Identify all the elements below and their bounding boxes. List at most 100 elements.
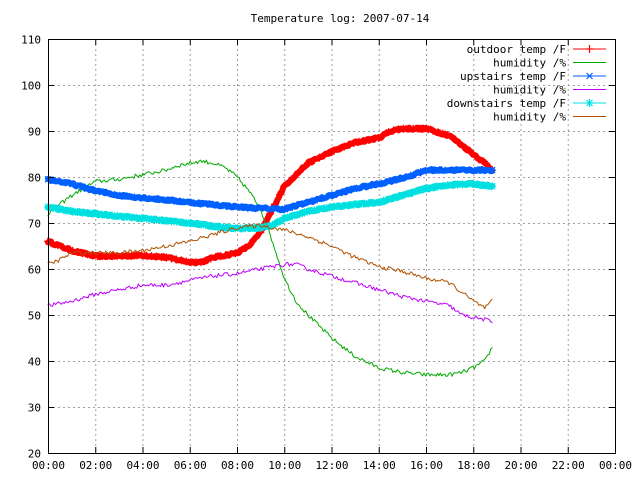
legend-marker [585,99,594,107]
data-point [226,250,235,259]
data-point [280,181,289,190]
legend-label: humidity /% [493,111,566,124]
data-point [167,254,176,263]
data-point [424,166,432,174]
data-point [399,174,407,182]
data-point [374,133,383,142]
data-point [379,131,388,140]
data-point [464,166,471,174]
x-tick-label: 18:00 [457,459,490,472]
data-point [182,257,191,266]
data-point [459,166,466,174]
data-point [385,178,392,185]
series-3 [44,166,496,214]
data-point [330,191,338,199]
x-tick-label: 14:00 [363,459,396,472]
data-point [423,184,432,193]
chart-title: Temperature log: 2007-07-14 [251,12,430,25]
data-point [350,185,358,193]
data-point [74,182,82,190]
data-point [231,249,240,258]
data-point [201,256,210,265]
data-point [444,166,452,174]
data-point [291,202,299,210]
data-point [449,166,457,174]
data-point [478,180,487,189]
x-tick-label: 04:00 [126,459,159,472]
data-point [251,234,260,243]
data-point [394,175,402,183]
data-point [63,245,72,254]
data-point [325,192,333,200]
y-tick-label: 40 [28,356,41,369]
data-point [404,172,412,180]
data-point [69,180,77,188]
data-point [196,258,205,267]
data-point [88,186,96,194]
data-point [380,179,388,187]
legend-label: upstairs temp /F [460,70,566,83]
data-point [458,141,467,150]
data-point [211,253,220,262]
data-point [409,171,417,179]
data-point [330,146,339,155]
data-point [311,196,318,204]
data-point [221,251,230,260]
data-point [438,129,447,138]
data-point [301,199,309,207]
data-point [271,219,280,228]
data-point [478,166,486,174]
data-point [369,134,378,143]
data-point [206,254,215,263]
data-point [478,157,487,166]
data-point [428,126,437,135]
data-point [349,138,358,147]
data-point [275,216,284,225]
grid [48,39,615,453]
data-point [216,252,225,261]
data-point [394,125,403,134]
y-tick-label: 90 [28,126,41,139]
legend-label: downstairs temp /F [447,97,566,110]
data-point [433,128,442,137]
data-point [286,204,294,211]
data-point [306,198,313,206]
x-tick-label: 00:00 [32,459,65,472]
x-tick-label: 16:00 [410,459,443,472]
data-point [468,149,477,158]
y-tick-label: 60 [28,264,41,277]
data-point [246,240,255,249]
data-point [414,169,422,177]
data-point [310,206,319,215]
data-point [345,140,354,149]
data-point [340,142,349,151]
data-point [488,182,497,191]
data-point [296,201,304,209]
data-point [454,166,462,174]
data-point [473,166,481,174]
data-point [290,171,299,180]
series-line [47,223,493,310]
data-point [359,136,368,145]
legend-label: outdoor temp /F [467,43,566,56]
legend-marker [586,72,593,80]
x-tick-label: 10:00 [268,459,301,472]
data-point [429,166,437,174]
data-point [285,176,294,185]
data-point [453,137,462,146]
data-point [483,181,492,190]
y-tick-label: 100 [21,80,41,93]
series-2 [47,159,493,377]
y-tick-label: 20 [28,448,41,461]
legend-label: humidity /% [493,57,566,70]
data-point [354,137,363,146]
data-point [236,246,245,255]
y-tick-label: 30 [28,402,41,415]
data-point [162,253,171,262]
x-tick-label: 20:00 [504,459,537,472]
x-tick-label: 00:00 [599,459,632,472]
data-point [275,190,284,199]
x-tick-label: 22:00 [552,459,585,472]
